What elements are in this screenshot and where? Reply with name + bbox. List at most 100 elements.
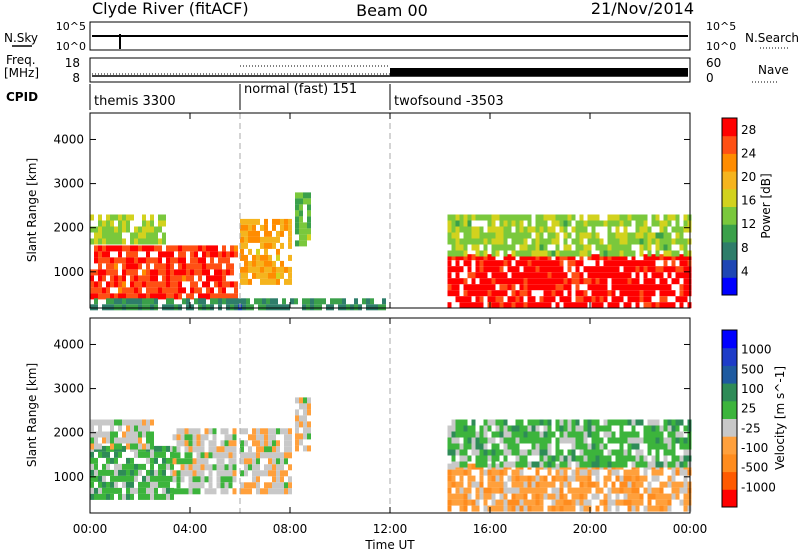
heatmap-cell xyxy=(675,250,680,257)
heatmap-cell xyxy=(611,487,616,494)
heatmap-cell xyxy=(190,269,194,276)
heatmap-cell xyxy=(527,272,532,279)
heatmap-cell xyxy=(451,425,456,432)
heatmap-cell xyxy=(659,220,664,227)
heatmap-cell xyxy=(451,232,456,239)
heatmap-cell xyxy=(563,272,568,279)
heatmap-cell xyxy=(268,488,272,495)
heatmap-cell xyxy=(463,278,468,285)
heatmap-cell xyxy=(342,298,346,305)
heatmap-cell xyxy=(90,475,94,482)
heatmap-cell xyxy=(106,245,110,252)
heatmap-cell xyxy=(475,296,480,303)
heatmap-cell xyxy=(655,220,660,227)
heatmap-cell xyxy=(503,481,508,488)
heatmap-cell xyxy=(627,487,632,494)
heatmap-cell xyxy=(276,272,280,279)
heatmap-cell xyxy=(627,278,632,285)
heatmap-cell xyxy=(531,284,536,291)
heatmap-cell xyxy=(531,238,536,245)
heatmap-cell xyxy=(280,464,284,471)
heatmap-cell xyxy=(571,238,576,245)
heatmap-cell xyxy=(623,431,628,438)
heatmap-cell xyxy=(679,254,684,261)
heatmap-cell xyxy=(200,446,205,453)
heatmap-cell xyxy=(218,269,222,276)
heatmap-cell xyxy=(248,446,252,453)
heatmap-cell xyxy=(483,493,488,500)
heatmap-cell xyxy=(595,431,600,438)
heatmap-cell xyxy=(523,302,528,309)
heatmap-cell xyxy=(280,488,284,495)
heatmap-cell xyxy=(479,461,484,468)
heatmap-cell xyxy=(563,220,568,227)
heatmap-cell xyxy=(579,272,584,279)
heatmap-cell xyxy=(659,487,664,494)
heatmap-cell xyxy=(659,431,664,438)
heatmap-cell xyxy=(150,220,154,227)
heatmap-cell xyxy=(655,250,660,257)
heatmap-cell xyxy=(162,238,166,245)
heatmap-cell xyxy=(114,281,118,288)
heatmap-cell xyxy=(583,290,588,297)
heatmap-cell xyxy=(587,254,592,261)
heatmap-cell xyxy=(615,250,620,257)
heatmap-cell xyxy=(122,281,126,288)
heatmap-cell xyxy=(671,449,676,456)
heatmap-cell xyxy=(182,275,186,282)
heatmap-cell xyxy=(671,266,676,273)
heatmap-cell xyxy=(118,238,122,245)
heatmap-cell xyxy=(302,298,306,305)
heatmap-cell xyxy=(463,493,468,500)
heatmap-cell xyxy=(487,437,492,444)
heatmap-cell xyxy=(244,278,248,285)
heatmap-cell xyxy=(150,457,154,464)
heatmap-cell xyxy=(202,245,206,252)
heatmap-cell xyxy=(675,431,680,438)
heatmap-cell xyxy=(224,482,229,489)
heatmap-cell xyxy=(475,302,480,309)
heatmap-cell xyxy=(571,272,576,279)
heatmap-cell xyxy=(523,214,528,221)
heatmap-cell xyxy=(110,220,114,227)
heatmap-cell xyxy=(579,499,584,506)
heatmap-cell xyxy=(535,461,540,468)
heatmap-cell xyxy=(591,461,596,468)
heatmap-cell xyxy=(122,293,126,300)
heatmap-cell xyxy=(222,287,226,294)
heatmap-cell xyxy=(102,493,106,500)
heatmap-cell xyxy=(232,458,237,465)
heatmap-cell xyxy=(631,437,636,444)
heatmap-cell xyxy=(188,446,193,453)
heatmap-cell xyxy=(260,266,264,273)
heatmap-cell xyxy=(226,257,230,264)
heatmap-cell xyxy=(647,260,652,267)
heatmap-cell xyxy=(679,238,684,245)
heatmap-cell xyxy=(611,469,616,476)
heatmap-cell xyxy=(224,428,229,435)
heatmap-cell xyxy=(232,452,237,459)
heatmap-cell xyxy=(463,449,468,456)
heatmap-cell xyxy=(114,469,118,476)
heatmap-cell xyxy=(240,230,244,237)
heatmap-cell xyxy=(307,234,311,241)
heatmap-cell xyxy=(146,475,150,482)
heatmap-cell xyxy=(268,452,272,459)
heatmap-cell xyxy=(491,278,496,285)
heatmap-cell xyxy=(130,493,134,500)
heatmap-cell xyxy=(603,481,608,488)
heatmap-cell xyxy=(683,238,688,245)
heatmap-cell xyxy=(244,242,248,249)
heatmap-cell xyxy=(515,431,520,438)
heatmap-cell xyxy=(90,457,94,464)
heatmap-cell xyxy=(599,487,604,494)
heatmap-cell xyxy=(563,475,568,482)
heatmap-cell xyxy=(519,499,524,506)
heatmap-cell xyxy=(190,281,194,288)
heatmap-cell xyxy=(252,272,256,279)
heatmap-cell xyxy=(615,419,620,426)
heatmap-cell xyxy=(647,254,652,261)
noise-right-tick-top: 10^5 xyxy=(706,20,736,33)
heatmap-cell xyxy=(659,481,664,488)
heatmap-cell xyxy=(463,244,468,251)
